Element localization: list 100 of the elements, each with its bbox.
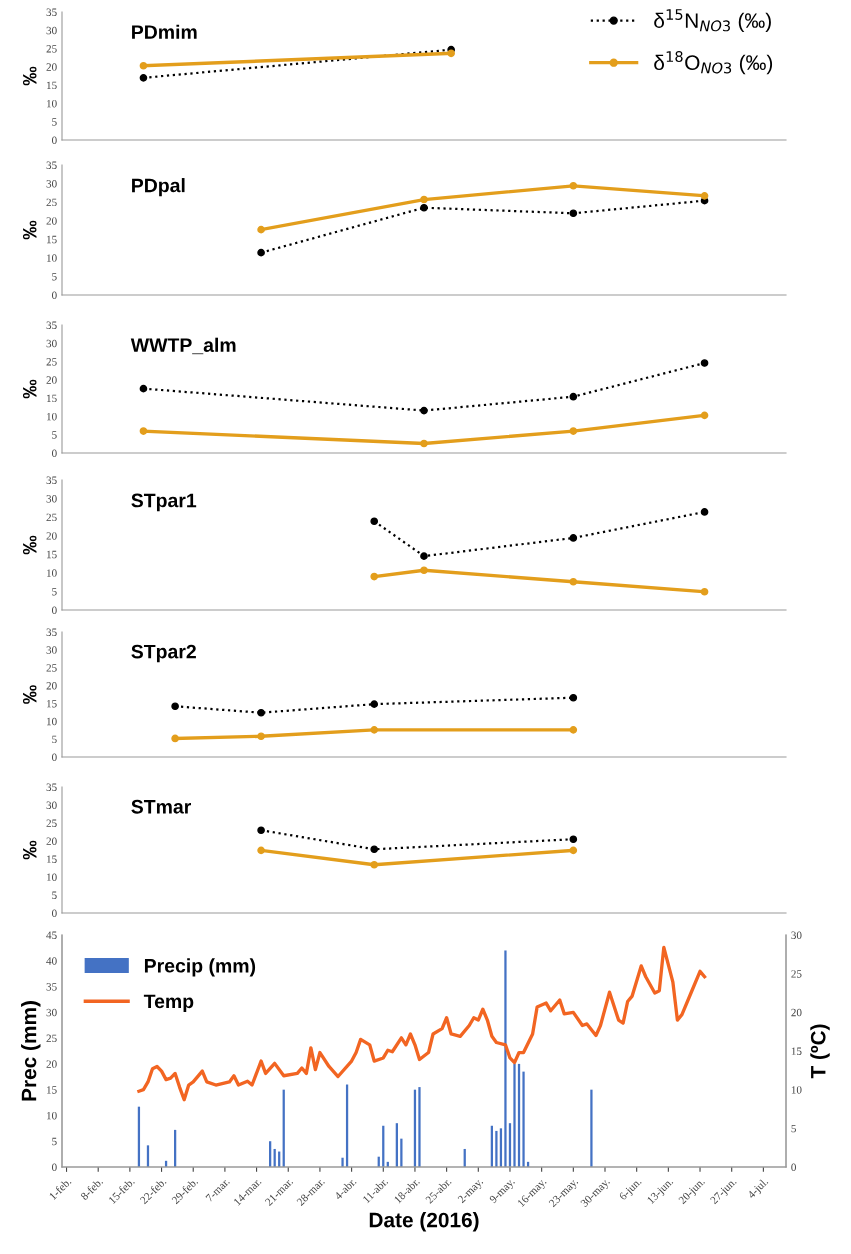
y2-axis-title: T (ºC)	[810, 1024, 830, 1079]
point	[139, 427, 148, 435]
point	[370, 845, 379, 854]
y-tick-label: 10	[47, 1111, 57, 1120]
y-tick-label: 0	[52, 753, 57, 761]
point	[420, 406, 428, 415]
y-tick-label: 25	[46, 664, 57, 672]
bar	[418, 1087, 421, 1167]
point	[420, 203, 428, 212]
point	[420, 439, 428, 448]
y-tick-label: 40	[46, 957, 57, 965]
y-tick-label: 10	[47, 99, 57, 108]
y-tick-label: 0	[52, 291, 57, 299]
point	[370, 700, 379, 708]
y-axis-title: ‰	[22, 379, 37, 399]
text: STpar1	[131, 493, 197, 512]
point	[700, 587, 709, 596]
point	[569, 534, 578, 542]
point	[171, 702, 179, 711]
point	[257, 846, 265, 855]
y-axis-title: ‰	[22, 840, 37, 860]
y-axis-title: ‰	[22, 220, 37, 240]
y-tick-label: 35	[46, 8, 57, 16]
legend-label: Temp	[143, 994, 194, 1013]
y-tick-label: 5	[52, 118, 57, 126]
y-tick-label: 30	[46, 495, 57, 503]
y-tick-label: 35	[46, 321, 57, 329]
point	[569, 392, 578, 401]
y-tick-label: 15	[47, 81, 57, 90]
point	[139, 74, 148, 82]
point	[700, 192, 709, 200]
bar	[522, 1071, 525, 1167]
y-tick-label: 25	[46, 358, 57, 366]
y-tick-label: 0	[52, 136, 57, 144]
y-axis-title: ‰	[22, 535, 37, 555]
point	[700, 411, 709, 420]
point	[569, 693, 578, 702]
y-tick-label: 15	[47, 394, 57, 403]
y-tick-label: 20	[46, 1060, 57, 1068]
y-tick-label: 5	[52, 891, 57, 899]
text: WWTP_alm	[130, 337, 236, 355]
y2-tick-label: 5	[791, 1124, 796, 1133]
y-tick-label: 15	[47, 699, 57, 708]
y-tick-label: 25	[46, 45, 57, 53]
y2-tick-label: 10	[791, 1086, 802, 1094]
point	[420, 566, 428, 575]
point	[420, 552, 428, 560]
legend-label: Precip (mm)	[144, 958, 256, 977]
bar	[495, 1130, 498, 1167]
point	[257, 732, 265, 741]
x-axis-title: Date (2016)	[369, 1212, 479, 1232]
point	[370, 860, 379, 869]
y-tick-label: 15	[47, 235, 57, 244]
y-tick-label: 10	[47, 717, 57, 726]
y-tick-label: 10	[47, 412, 57, 421]
point	[257, 826, 265, 835]
point	[569, 427, 578, 435]
y-tick-label: 30	[46, 26, 57, 35]
y-tick-label: 0	[52, 606, 57, 614]
point	[257, 708, 265, 717]
point	[700, 508, 709, 516]
y-tick-label: 25	[46, 819, 57, 827]
y-tick-label: 20	[46, 63, 57, 71]
text: PDpal	[132, 178, 185, 197]
y-tick-label: 0	[52, 909, 57, 917]
bar	[504, 950, 507, 1167]
legend-label: δ$^{15}$N$_{NO3}$ (‰)	[654, 9, 771, 33]
y-tick-label: 45	[46, 931, 57, 939]
y-tick-label: 30	[46, 801, 57, 809]
y-tick-label: 25	[46, 1034, 57, 1043]
y-tick-label: 10	[47, 873, 57, 881]
point	[569, 209, 578, 218]
y-tick-label: 10	[47, 569, 57, 577]
y-tick-label: 25	[46, 513, 57, 522]
y-tick-label: 35	[46, 983, 57, 991]
point	[370, 572, 379, 581]
point	[569, 835, 578, 844]
y2-tick-label: 20	[791, 1008, 802, 1017]
y2-tick-label: 15	[791, 1047, 802, 1055]
point	[569, 726, 578, 734]
point	[370, 517, 379, 526]
y-axis-title: Prec (mm)	[21, 1001, 41, 1101]
y-tick-label: 0	[52, 449, 57, 457]
y-axis-title: ‰	[22, 685, 37, 704]
y-tick-label: 0	[52, 1163, 57, 1171]
y-tick-label: 20	[46, 376, 57, 384]
line-series	[137, 945, 707, 1102]
y-tick-label: 35	[46, 628, 57, 636]
y-tick-label: 30	[46, 339, 57, 348]
point	[139, 61, 148, 70]
y-tick-label: 15	[47, 1086, 57, 1094]
point	[370, 726, 379, 734]
y2-tick-label: 0	[791, 1163, 796, 1171]
y-tick-label: 30	[46, 1008, 57, 1017]
point	[569, 846, 578, 855]
y-tick-label: 5	[52, 588, 57, 596]
y-tick-label: 5	[52, 735, 57, 744]
text: STpar2	[131, 644, 196, 663]
bar	[513, 1063, 516, 1167]
y-tick-label: 20	[46, 682, 57, 690]
